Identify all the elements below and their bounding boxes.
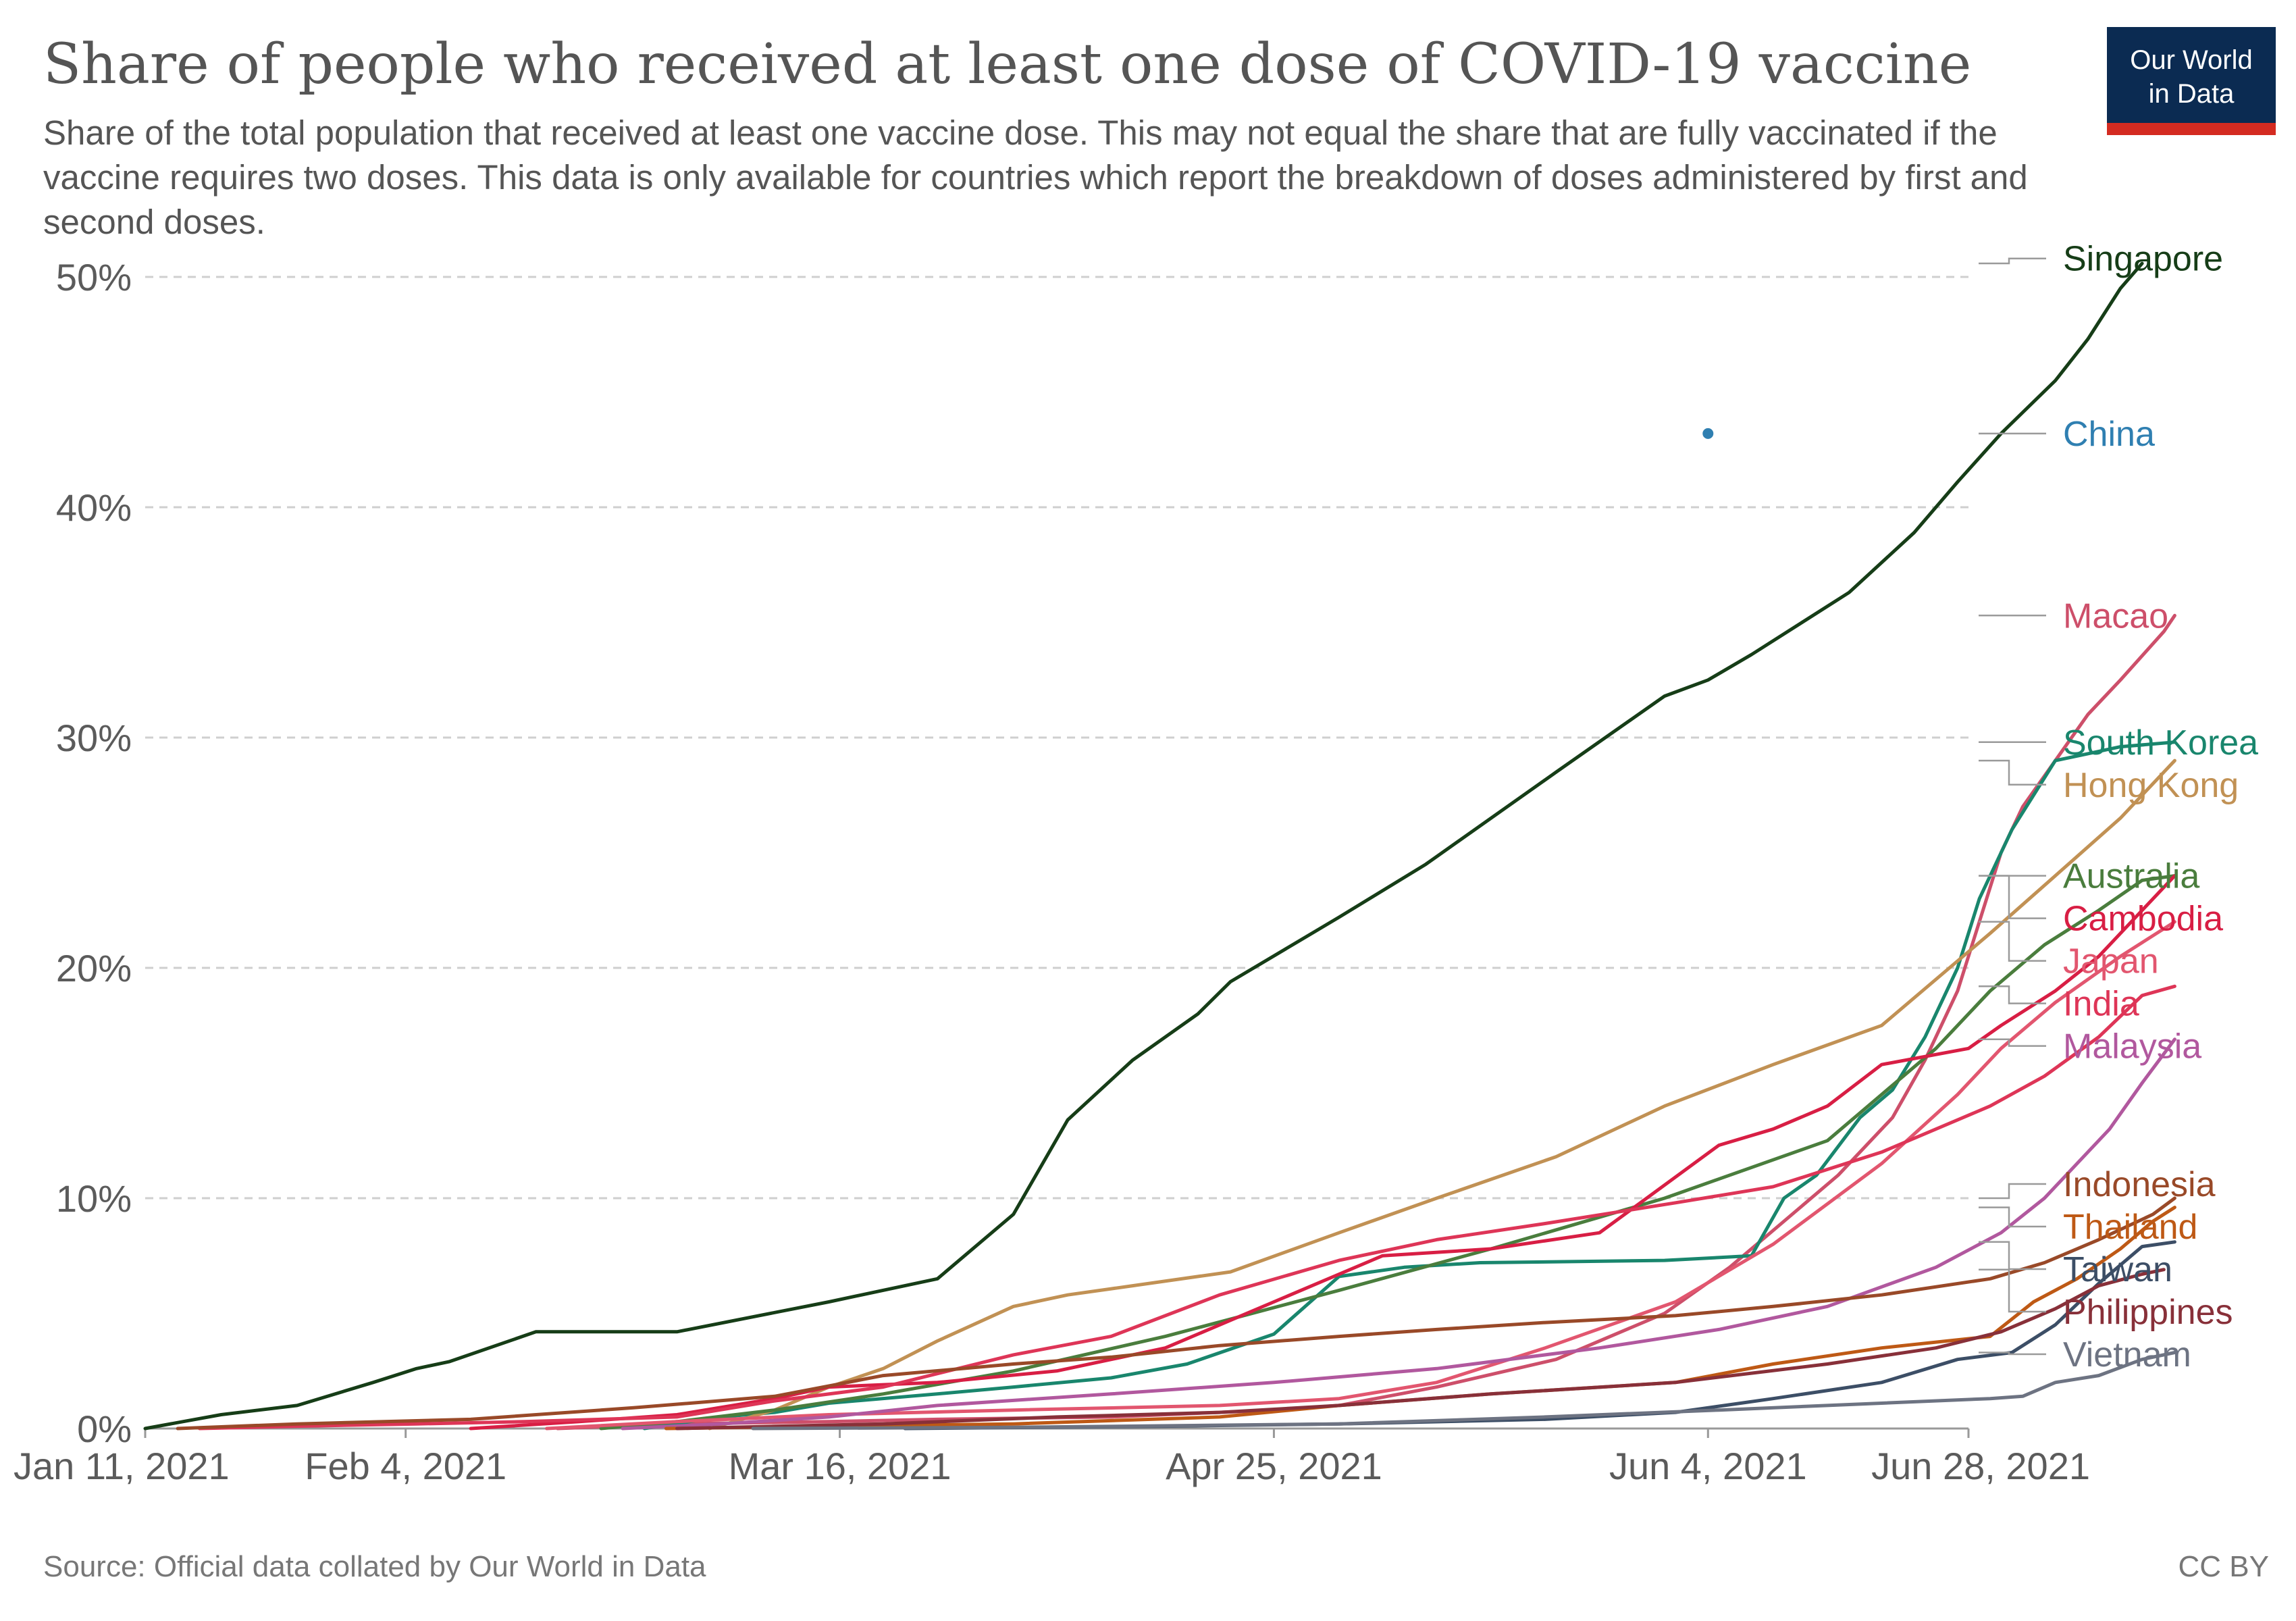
series-line-vietnam xyxy=(751,1351,2176,1431)
end-label-vietnam: Vietnam xyxy=(2063,1335,2191,1374)
leader-line-taiwan xyxy=(1979,1241,2046,1270)
y-tick-label-0: 0% xyxy=(77,1408,132,1450)
end-label-south-korea: South Korea xyxy=(2063,723,2258,763)
y-tick-label-30: 30% xyxy=(56,717,132,759)
series-line-south-korea xyxy=(642,740,2176,1431)
series-line-philippines xyxy=(675,1268,2166,1431)
end-label-china: China xyxy=(2063,415,2155,454)
source-note: Source: Official data collated by Our Wo… xyxy=(43,1550,706,1583)
leader-line-philippines xyxy=(1979,1268,2046,1313)
axes: 0% 10% 20% 30% 40% 50% Jan 11, 2021 Feb 4, 2021… xyxy=(14,256,2090,1487)
leader-line-india xyxy=(1979,985,2046,1004)
y-tick-label-50: 50% xyxy=(56,256,132,299)
series-lines xyxy=(143,261,2176,1431)
leader-line-vietnam xyxy=(1979,1352,2046,1356)
end-label-macao: Macao xyxy=(2063,596,2168,636)
chart-title: Share of people who received at least on… xyxy=(43,32,1972,97)
gridlines xyxy=(145,276,1968,1430)
logo-line-2: in Data xyxy=(2148,79,2235,109)
our-world-in-data-logo[interactable]: Our World in Data xyxy=(2107,27,2276,135)
x-tick-label-1: Feb 4, 2021 xyxy=(305,1445,506,1487)
end-label-japan: Japan xyxy=(2063,942,2159,981)
series-line-india xyxy=(197,984,2176,1431)
license-link[interactable]: CC BY xyxy=(2178,1550,2269,1583)
x-tick-label-2: Mar 16, 2021 xyxy=(729,1445,951,1487)
series-line-malaysia xyxy=(621,1037,2176,1431)
y-tick-label-40: 40% xyxy=(56,486,132,529)
series-line-australia xyxy=(599,874,2176,1431)
y-tick-label-10: 10% xyxy=(56,1177,132,1220)
series-line-hong-kong xyxy=(708,758,2176,1431)
x-tick-label-5: Jun 28, 2021 xyxy=(1871,1445,2090,1487)
leader-line-singapore xyxy=(1979,257,2046,265)
x-tick-label-0: Jan 11, 2021 xyxy=(14,1445,230,1487)
leader-line-hong-kong xyxy=(1979,759,2046,786)
end-label-thailand: Thailand xyxy=(2063,1208,2197,1247)
series-line-singapore xyxy=(143,261,2144,1431)
end-label-cambodia: Cambodia xyxy=(2063,900,2223,939)
leader-line-cambodia xyxy=(1979,875,2046,919)
series-point-china xyxy=(1702,428,1714,439)
end-label-taiwan: Taiwan xyxy=(2063,1250,2172,1289)
end-label-indonesia: Indonesia xyxy=(2063,1165,2216,1204)
leader-line-japan xyxy=(1979,921,2046,962)
end-label-philippines: Philippines xyxy=(2063,1293,2233,1332)
logo-line-1: Our World xyxy=(2130,45,2253,75)
leader-line-indonesia xyxy=(1979,1183,2046,1200)
end-label-australia: Australia xyxy=(2063,857,2199,896)
leader-line-thailand xyxy=(1979,1206,2046,1228)
end-label-singapore: Singapore xyxy=(2063,240,2223,279)
chart-subtitle: Share of the total population that recei… xyxy=(43,113,2028,241)
leader-line-malaysia xyxy=(1979,1038,2046,1047)
series-line-japan xyxy=(545,920,2176,1431)
series-line-indonesia xyxy=(176,1196,2176,1431)
x-tick-label-4: Jun 4, 2021 xyxy=(1609,1445,1807,1487)
series-line-thailand xyxy=(664,1206,2176,1431)
end-label-hong-kong: Hong Kong xyxy=(2063,766,2239,805)
end-label-india: India xyxy=(2063,985,2139,1024)
end-label-malaysia: Malaysia xyxy=(2063,1027,2201,1066)
x-tick-label-3: Apr 25, 2021 xyxy=(1166,1445,1382,1487)
y-tick-label-20: 20% xyxy=(56,947,132,989)
